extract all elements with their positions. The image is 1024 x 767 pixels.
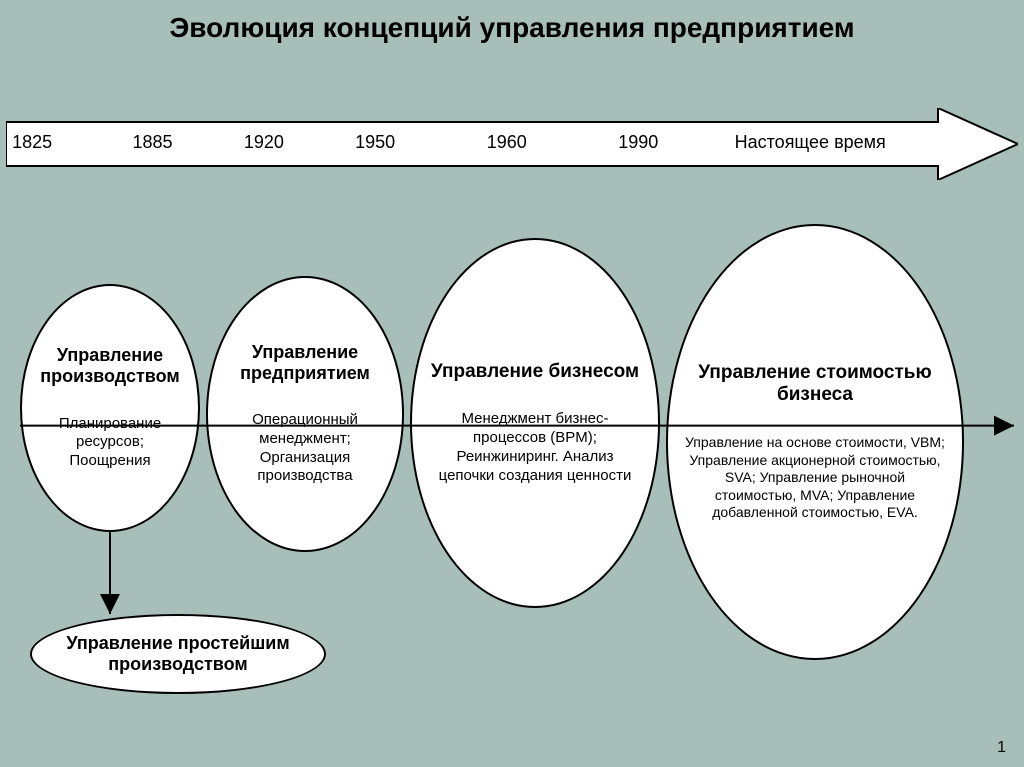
ellipse-title: Управление предприятием [224,342,386,383]
ellipse-body: Управление на основе стоимости, VBM; Упр… [684,434,946,522]
ellipse-title: Управление бизнесом [431,361,639,383]
concept-ellipse-e2: Управление предприятием Операционный мене… [206,276,404,552]
timeline-label: 1960 [487,132,527,153]
concept-ellipse-e1: Управление производством Планирование рес… [20,284,200,532]
ellipse-body: Операционный менеджмент; Организация про… [224,411,386,486]
bottom-ellipse-text: Управление простейшим производством [52,633,304,675]
page-number: 1 [997,739,1006,757]
timeline-label: 1950 [355,132,395,153]
diagram-root: Эволюция концепций управления предприяти… [0,0,1024,767]
bottom-ellipse: Управление простейшим производством [30,614,326,694]
ellipse-body: Планирование ресурсов; Поощрения [38,415,182,471]
timeline: 1825 1885 1920 1950 1960 1990 Настоящее время [6,108,1018,180]
timeline-label: 1920 [244,132,284,153]
timeline-label: 1885 [133,132,173,153]
ellipse-body: Менеджмент бизнес-процессов (BPM); Реинж… [428,410,642,485]
ellipse-title: Управление стоимостью бизнеса [684,362,946,406]
timeline-label: Настоящее время [735,132,886,153]
timeline-label: 1825 [12,132,52,153]
diagram-title: Эволюция концепций управления предприяти… [0,12,1024,44]
ellipse-title: Управление производством [38,345,182,386]
concept-ellipse-e3: Управление бизнесом Менеджмент бизнес-про… [410,238,660,608]
concept-ellipse-e4: Управление стоимостью бизнеса Управление … [666,224,964,660]
timeline-label: 1990 [618,132,658,153]
